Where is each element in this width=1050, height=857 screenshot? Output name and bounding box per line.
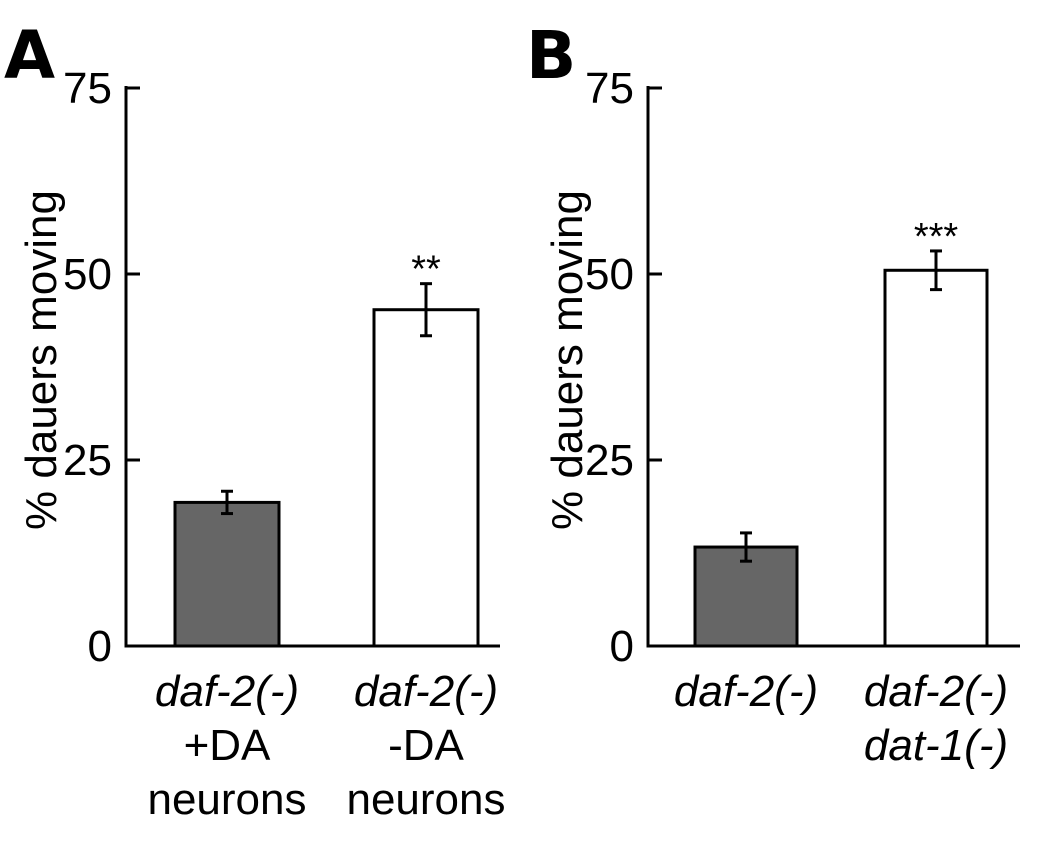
y-tick-label: 0 [88, 622, 112, 671]
x-category-label: daf-2(-) [864, 667, 1008, 716]
y-tick-label: 50 [63, 250, 112, 299]
panel-letter-b: B [526, 17, 576, 94]
y-axis-label-b: % dauers moving [543, 190, 592, 530]
x-category-label: daf-2(-) [354, 667, 498, 716]
bar-2 [883, 268, 989, 648]
x-category-label: +DA [184, 721, 271, 770]
x-category-label: dat-1(-) [864, 721, 1008, 770]
x-category-label: neurons [346, 775, 505, 824]
y-tick-label: 75 [63, 64, 112, 113]
x-category-label: -DA [388, 721, 464, 770]
panel-letter-a: A [4, 17, 55, 94]
significance-label: ** [411, 249, 441, 291]
y-tick-label: 25 [585, 436, 634, 485]
y-axis-label-a: % dauers moving [17, 190, 66, 530]
x-category-label: neurons [147, 775, 306, 824]
panel-b: B % dauers moving 0 25 50 75 daf-2(-) *** daf-… [526, 17, 1020, 770]
y-tick-label: 50 [585, 250, 634, 299]
x-category-label: daf-2(-) [155, 667, 299, 716]
y-tick-label: 25 [63, 436, 112, 485]
y-tick-label: 75 [585, 64, 634, 113]
y-tick-label: 0 [610, 622, 634, 671]
bar-1 [173, 500, 281, 648]
x-category-label: daf-2(-) [674, 667, 818, 716]
panel-a: A % dauers moving 0 25 50 75 daf-2(-) +DA neur… [4, 17, 506, 824]
bar-2 [372, 308, 480, 648]
significance-label: *** [914, 216, 959, 258]
